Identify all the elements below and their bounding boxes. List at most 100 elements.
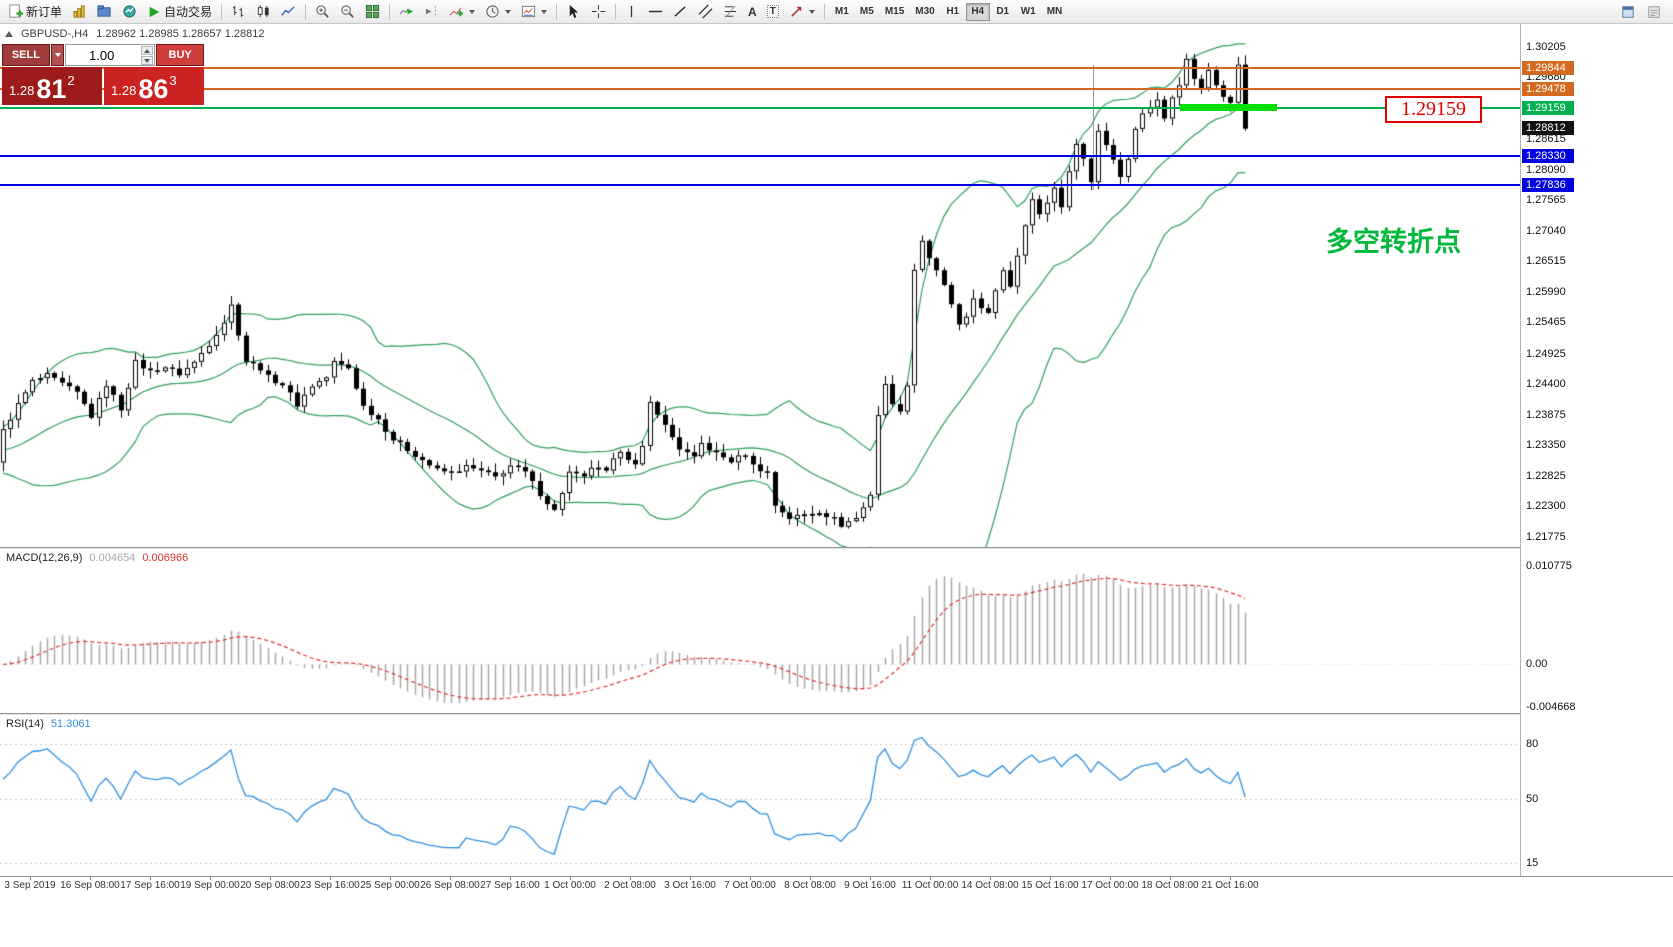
horizontal-line-button[interactable]	[644, 2, 667, 22]
autotrading-button[interactable]: 自动交易	[143, 2, 216, 22]
rsi-panel-canvas[interactable]	[0, 715, 1520, 876]
bar-chart-button[interactable]	[227, 2, 250, 22]
timeframe-w1-button[interactable]: W1	[1016, 3, 1041, 21]
timeframe-m5-button[interactable]: M5	[855, 3, 879, 21]
new-order-button[interactable]: 新订单	[4, 2, 66, 22]
horizontal-line-object[interactable]	[0, 183, 1520, 186]
horizontal-line-object[interactable]	[0, 88, 1520, 91]
macd-axis-tick: -0.004668	[1526, 701, 1576, 714]
volume-decrease-button[interactable]	[141, 56, 154, 65]
price-axis-tick: 1.28615	[1526, 133, 1566, 146]
arrows-caret-icon	[808, 9, 815, 14]
time-axis-label: 19 Sep 00:00	[180, 880, 240, 891]
line-chart-button[interactable]	[277, 2, 300, 22]
macd-signal-value: 0.006966	[142, 552, 189, 564]
time-axis-tick	[990, 877, 991, 880]
zoom-in-button[interactable]	[311, 2, 334, 22]
price-axis[interactable]: 1.30205 1.29680 1.28615 1.28090 1.27565 1.270…	[1520, 24, 1673, 876]
zoom-out-icon	[341, 5, 354, 18]
timeframe-m1-button[interactable]: M1	[830, 3, 854, 21]
time-axis-tick	[1050, 877, 1051, 880]
collapse-trade-panel-icon[interactable]	[5, 31, 13, 37]
new-window-button[interactable]	[1617, 2, 1639, 22]
tile-windows-button[interactable]	[361, 2, 384, 22]
timeframe-d1-button[interactable]: D1	[991, 3, 1015, 21]
time-axis-label: 21 Oct 16:00	[1201, 880, 1259, 891]
trade-options-caret-button[interactable]	[50, 44, 64, 66]
price-axis-tick: 1.27565	[1526, 194, 1566, 207]
sell-price-pips: 81	[36, 74, 67, 105]
indicators-button[interactable]	[445, 2, 479, 22]
periods-button[interactable]	[481, 2, 515, 22]
timeframe-mn-button[interactable]: MN	[1042, 3, 1068, 21]
zoom-in-icon	[316, 5, 329, 18]
buy-price-display[interactable]: 1.28 86 3	[104, 67, 204, 105]
macd-name: MACD(12,26,9)	[6, 552, 83, 564]
indicators-icon	[449, 7, 464, 17]
cursor-button[interactable]	[562, 2, 585, 22]
panel-splitter[interactable]	[0, 547, 1673, 549]
main-toolbar: 新订单 自动交易	[0, 0, 1673, 24]
horizontal-line-object[interactable]	[0, 154, 1520, 157]
panel-splitter[interactable]	[0, 713, 1673, 715]
trendline-highlight-object[interactable]	[1180, 104, 1277, 112]
zoom-out-button[interactable]	[336, 2, 359, 22]
time-axis-label: 14 Oct 08:00	[961, 880, 1019, 891]
crosshair-button[interactable]	[587, 2, 610, 22]
price-callout-box[interactable]: 1.29159	[1385, 96, 1482, 123]
text-tool-button[interactable]: A	[744, 2, 761, 22]
volume-input[interactable]	[65, 45, 138, 65]
macd-panel-canvas[interactable]	[0, 549, 1520, 713]
auto-scroll-button[interactable]	[395, 2, 418, 22]
time-axis-tick	[930, 877, 931, 880]
trendline-icon	[674, 6, 686, 17]
text-label-tool-button[interactable]: T	[763, 2, 783, 22]
timeframe-m15-button[interactable]: M15	[880, 3, 909, 21]
rsi-indicator-label: RSI(14) 51.3061	[6, 718, 91, 730]
sell-button[interactable]: SELL	[2, 44, 50, 66]
fibonacci-button[interactable]	[719, 2, 742, 22]
arrows-tool-icon	[791, 6, 801, 17]
toolbar-options-button[interactable]	[1643, 2, 1665, 22]
timeframe-m30-button[interactable]: M30	[910, 3, 939, 21]
time-axis-tick	[330, 877, 331, 880]
volume-increase-button[interactable]	[141, 46, 154, 55]
timeframe-h4-button[interactable]: H4	[965, 2, 990, 21]
new-chart-button[interactable]	[68, 2, 91, 22]
arrows-tool-button[interactable]	[785, 2, 819, 22]
time-axis-label: 25 Sep 00:00	[360, 880, 420, 891]
equidistant-channel-button[interactable]	[694, 2, 717, 22]
time-axis-label: 15 Oct 16:00	[1021, 880, 1079, 891]
horizontal-line-object[interactable]	[0, 106, 1520, 109]
timeframe-h1-button[interactable]: H1	[941, 3, 965, 21]
auto-scroll-icon	[399, 8, 414, 15]
time-axis-label: 9 Oct 16:00	[844, 880, 896, 891]
candlestick-chart-button[interactable]	[252, 2, 275, 22]
time-axis[interactable]: 3 Sep 2019 16 Sep 08:00 17 Sep 16:00 19 Sep…	[0, 876, 1673, 894]
price-axis-label: 1.28330	[1522, 148, 1574, 163]
trendline-button[interactable]	[669, 2, 692, 22]
price-axis-tick: 1.26515	[1526, 255, 1566, 268]
time-axis-tick	[450, 877, 451, 880]
templates-button[interactable]	[517, 2, 551, 22]
market-watch-button[interactable]	[118, 2, 141, 22]
chart-annotation[interactable]: 多空转折点	[1326, 227, 1461, 257]
spin-up-icon	[144, 48, 151, 53]
equidistant-channel-icon	[698, 4, 713, 19]
new-order-icon	[9, 4, 23, 18]
buy-price-pips: 86	[138, 74, 169, 105]
macd-axis-tick: 0.010775	[1526, 559, 1572, 572]
volume-field	[64, 44, 156, 66]
vertical-line-button[interactable]	[621, 2, 642, 22]
time-axis-tick	[870, 877, 871, 880]
buy-price-point: 3	[169, 73, 177, 88]
vertical-line-object[interactable]	[1093, 65, 1094, 190]
macd-axis-tick: 0.00	[1526, 658, 1548, 671]
market-watch-icon	[123, 5, 136, 18]
horizontal-line-object[interactable]	[0, 66, 1520, 69]
profiles-button[interactable]	[93, 2, 116, 22]
chart-shift-button[interactable]	[420, 2, 443, 22]
sell-price-display[interactable]: 1.28 81 2	[2, 67, 102, 105]
buy-button[interactable]: BUY	[156, 44, 204, 66]
price-chart-canvas[interactable]	[0, 24, 1520, 547]
